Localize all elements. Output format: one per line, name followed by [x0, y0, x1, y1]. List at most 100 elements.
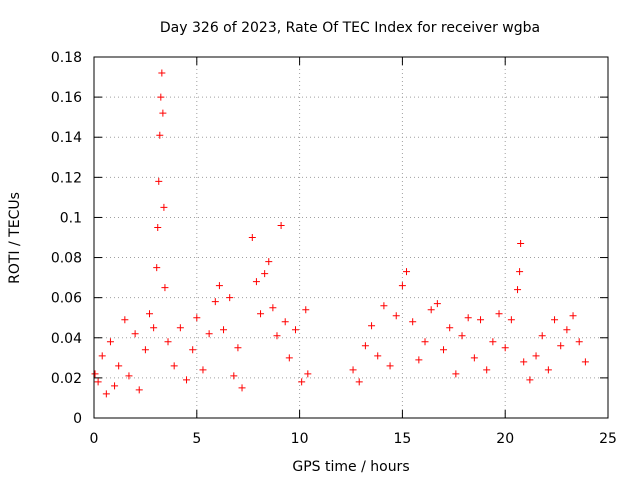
data-point: [386, 362, 394, 370]
data-point: [158, 69, 166, 77]
data-point: [106, 338, 114, 346]
data-point: [277, 221, 285, 229]
data-point: [532, 352, 540, 360]
data-point: [156, 131, 164, 139]
data-point: [514, 286, 522, 294]
data-point: [464, 314, 472, 322]
data-point: [135, 386, 143, 394]
x-axis-ticks: 0 5 10 15 20 25: [90, 57, 617, 447]
data-point: [150, 324, 158, 332]
data-point: [230, 372, 238, 380]
data-point: [161, 284, 169, 292]
data-point: [538, 332, 546, 340]
chart-title: Day 326 of 2023, Rate Of TEC Index for r…: [160, 20, 540, 36]
data-point: [193, 314, 201, 322]
data-point: [215, 282, 223, 290]
data-point: [285, 354, 293, 362]
plot-frame: [93, 56, 609, 419]
data-point: [160, 203, 168, 211]
y-tick-label: 0.04: [51, 331, 82, 347]
y-tick-label: 0.14: [51, 130, 82, 146]
data-point: [440, 346, 448, 354]
data-point: [374, 352, 382, 360]
data-point: [155, 177, 163, 185]
data-point: [94, 378, 102, 386]
data-point: [361, 342, 369, 350]
data-point: [281, 318, 289, 326]
data-point: [380, 302, 388, 310]
data-point: [398, 282, 406, 290]
data-point: [141, 346, 149, 354]
data-point: [131, 330, 139, 338]
y-tick-label: 0: [73, 411, 82, 427]
data-point: [557, 342, 565, 350]
data-point: [176, 324, 184, 332]
data-point: [544, 366, 552, 374]
data-points: [91, 69, 589, 398]
data-point: [349, 366, 357, 374]
data-point: [189, 346, 197, 354]
data-point: [291, 326, 299, 334]
data-point: [98, 352, 106, 360]
data-point: [526, 376, 534, 384]
data-point: [211, 298, 219, 306]
data-point: [355, 378, 363, 386]
data-point: [403, 268, 411, 276]
data-point: [205, 330, 213, 338]
data-point: [551, 316, 559, 324]
data-point: [298, 378, 306, 386]
data-point: [433, 300, 441, 308]
data-point: [517, 240, 525, 248]
data-point: [520, 358, 528, 366]
y-axis-title: ROTI / TECUs: [7, 192, 23, 284]
data-point: [569, 312, 577, 320]
y-tick-label: 0.12: [51, 170, 82, 186]
data-point: [170, 362, 178, 370]
data-point: [261, 270, 269, 278]
data-point: [563, 326, 571, 334]
y-tick-label: 0.18: [51, 50, 82, 66]
data-point: [446, 324, 454, 332]
data-point: [238, 384, 246, 392]
x-tick-label: 15: [393, 431, 411, 447]
x-tick-label: 25: [599, 431, 617, 447]
y-tick-label: 0.16: [51, 90, 82, 106]
data-point: [102, 390, 110, 398]
data-point: [121, 316, 129, 324]
x-tick-label: 10: [291, 431, 309, 447]
y-tick-label: 0.08: [51, 251, 82, 267]
data-point: [427, 306, 435, 314]
data-point: [458, 332, 466, 340]
data-point: [501, 344, 509, 352]
data-point: [157, 93, 165, 101]
data-point: [183, 376, 191, 384]
data-point: [226, 294, 234, 302]
data-point: [575, 338, 583, 346]
data-point: [273, 332, 281, 340]
data-point: [257, 310, 265, 318]
data-point: [415, 356, 423, 364]
data-point: [470, 354, 478, 362]
data-point: [421, 338, 429, 346]
data-point: [368, 322, 376, 330]
data-point: [452, 370, 460, 378]
data-point: [248, 234, 256, 241]
x-axis-title: GPS time / hours: [292, 459, 409, 475]
y-axis-ticks: 0 0.02 0.04 0.06 0.08 0.1 0.12 0.14 0.16 0.18: [51, 50, 608, 427]
data-point: [159, 109, 167, 117]
data-point: [304, 370, 312, 378]
x-tick-label: 5: [192, 431, 201, 447]
data-point: [91, 370, 99, 378]
data-point: [115, 362, 123, 370]
data-point: [234, 344, 242, 352]
data-point: [154, 223, 162, 231]
data-point: [146, 310, 154, 318]
data-point: [111, 382, 119, 390]
data-point: [125, 372, 133, 380]
data-point: [153, 264, 161, 272]
data-point: [516, 268, 524, 276]
data-point: [269, 304, 277, 312]
data-point: [489, 338, 497, 346]
y-tick-label: 0.1: [60, 210, 82, 226]
